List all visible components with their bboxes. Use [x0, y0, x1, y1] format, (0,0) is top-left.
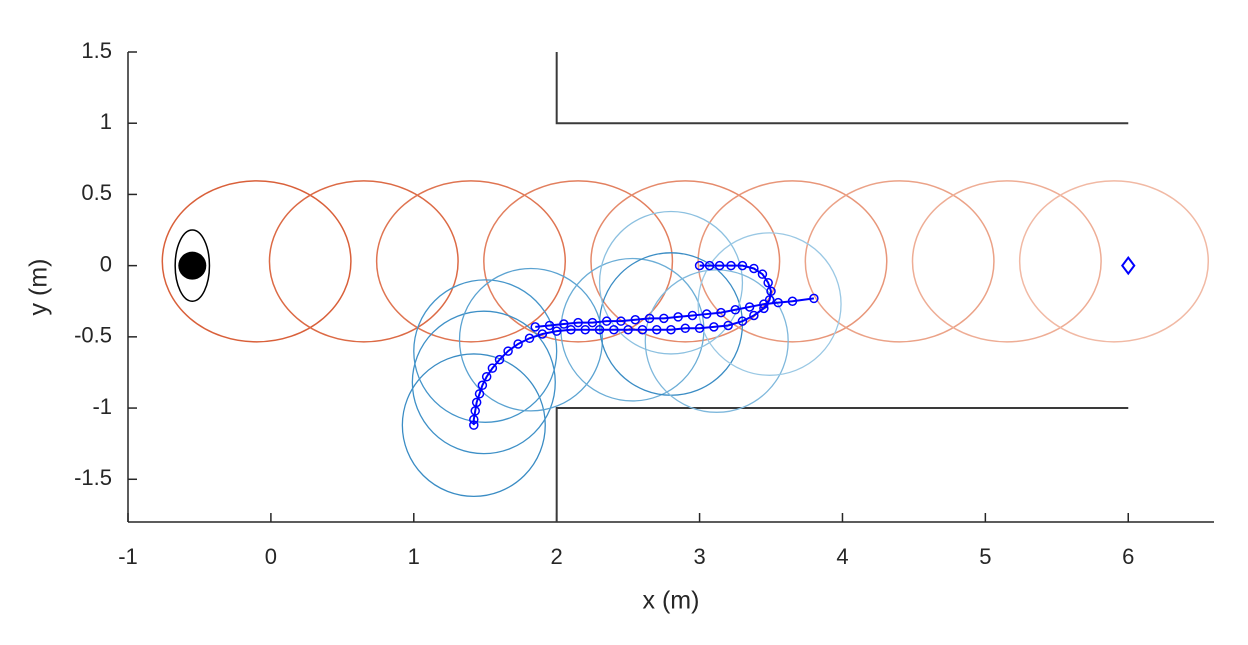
trajectory-point [809, 293, 819, 304]
trajectory-line [535, 297, 815, 328]
robot-footprint [598, 210, 744, 355]
trajectory-point [503, 346, 513, 356]
trajectory-point [749, 310, 759, 321]
goal-marker [1121, 255, 1136, 276]
obstacle-ellipse [268, 180, 459, 343]
trajectory-point [481, 371, 492, 382]
x-tick-label: 0 [265, 544, 277, 569]
trajectory-point [594, 324, 605, 335]
trajectory-line [472, 264, 773, 426]
trajectory-point [709, 322, 719, 332]
trajectory-point [730, 305, 741, 315]
trajectory-point [714, 260, 725, 271]
trajectory-point [737, 316, 748, 326]
trajectory-point [537, 329, 548, 339]
robot-footprint [413, 279, 558, 423]
trajectory-point [701, 309, 712, 319]
trajectory-point [787, 296, 798, 306]
trajectory-point [773, 297, 783, 308]
obstacle-ellipse [697, 180, 888, 343]
trajectory-point [474, 389, 485, 399]
trajectory-point [470, 406, 480, 416]
obstacle-ellipse [483, 180, 674, 343]
trajectory-point [469, 420, 479, 430]
y-tick-label: 1 [100, 109, 112, 134]
trajectory-point [757, 269, 768, 279]
trajectory-point [494, 354, 505, 365]
trajectory-point [573, 317, 583, 328]
y-axis-label: y (m) [25, 259, 53, 316]
robot-footprint [401, 353, 546, 498]
trajectory-point [766, 286, 776, 297]
trajectory-point [644, 313, 655, 324]
trajectory-point [469, 414, 479, 425]
trajectory-point [580, 324, 591, 335]
obstacle-ellipse [1018, 180, 1210, 343]
trajectory-point [673, 312, 683, 322]
trajectory-point [659, 313, 669, 324]
trajectory-point [704, 260, 715, 271]
y-tick-label: 1.5 [81, 38, 112, 63]
trajectory-point [744, 302, 755, 312]
trajectory-point [487, 363, 498, 373]
start-ellipse [174, 229, 211, 302]
obstacle-ellipse [590, 180, 781, 343]
obstacle-ellipse [375, 180, 567, 343]
y-tick-label: -0.5 [74, 323, 112, 348]
trajectory-point [749, 263, 759, 274]
trajectory-point [559, 319, 569, 329]
trajectory-point [737, 260, 748, 271]
x-tick-label: 4 [836, 544, 848, 569]
y-tick-label: 0 [100, 251, 112, 276]
trajectory-point [530, 322, 540, 332]
obstacle-ellipse [804, 180, 995, 343]
robot-footprint [697, 232, 842, 376]
trajectory-point [623, 324, 633, 335]
x-tick-label: 5 [979, 544, 991, 569]
x-tick-label: 3 [693, 544, 705, 569]
trajectory-point [726, 260, 736, 271]
x-tick-label: 6 [1122, 544, 1134, 569]
trajectory-point [694, 323, 705, 334]
trajectory-point [716, 307, 726, 318]
x-tick-label: 2 [551, 544, 563, 569]
obstacle-ellipse [161, 180, 352, 343]
trajectory-point [587, 317, 598, 328]
trajectory-point [616, 316, 626, 326]
trajectory-point [651, 324, 662, 335]
obstacle-ellipse [911, 180, 1102, 343]
trajectory-point [723, 320, 733, 331]
start-point [178, 251, 207, 280]
trajectory-point [687, 310, 698, 321]
x-axis-label: x (m) [643, 587, 700, 615]
robot-footprint [458, 267, 604, 412]
y-tick-label: 0.5 [81, 180, 112, 205]
x-tick-label: 1 [408, 544, 420, 569]
trajectory-point [477, 380, 488, 391]
robot-footprint [644, 269, 789, 413]
x-tick-label: -1 [118, 544, 138, 569]
trajectory-point [551, 326, 562, 336]
wall [555, 407, 1129, 522]
trajectory-point [471, 397, 482, 408]
trajectory-point [763, 277, 773, 288]
trajectory-point [566, 324, 576, 335]
robot-footprint [411, 310, 556, 455]
wall [555, 52, 1129, 125]
trajectory-point [601, 316, 612, 326]
trajectory-point [694, 260, 705, 271]
trajectory-point [759, 299, 769, 309]
y-tick-label: -1.5 [74, 465, 112, 490]
trajectory-point [666, 324, 676, 335]
trajectory-point [609, 324, 619, 335]
trajectory-point [630, 315, 641, 325]
trajectory-point [544, 320, 555, 331]
trajectory-point [513, 339, 523, 349]
trajectory-point [524, 333, 535, 344]
trajectory-point [680, 323, 691, 334]
y-tick-label: -1 [92, 394, 112, 419]
trajectory-point [637, 324, 648, 335]
